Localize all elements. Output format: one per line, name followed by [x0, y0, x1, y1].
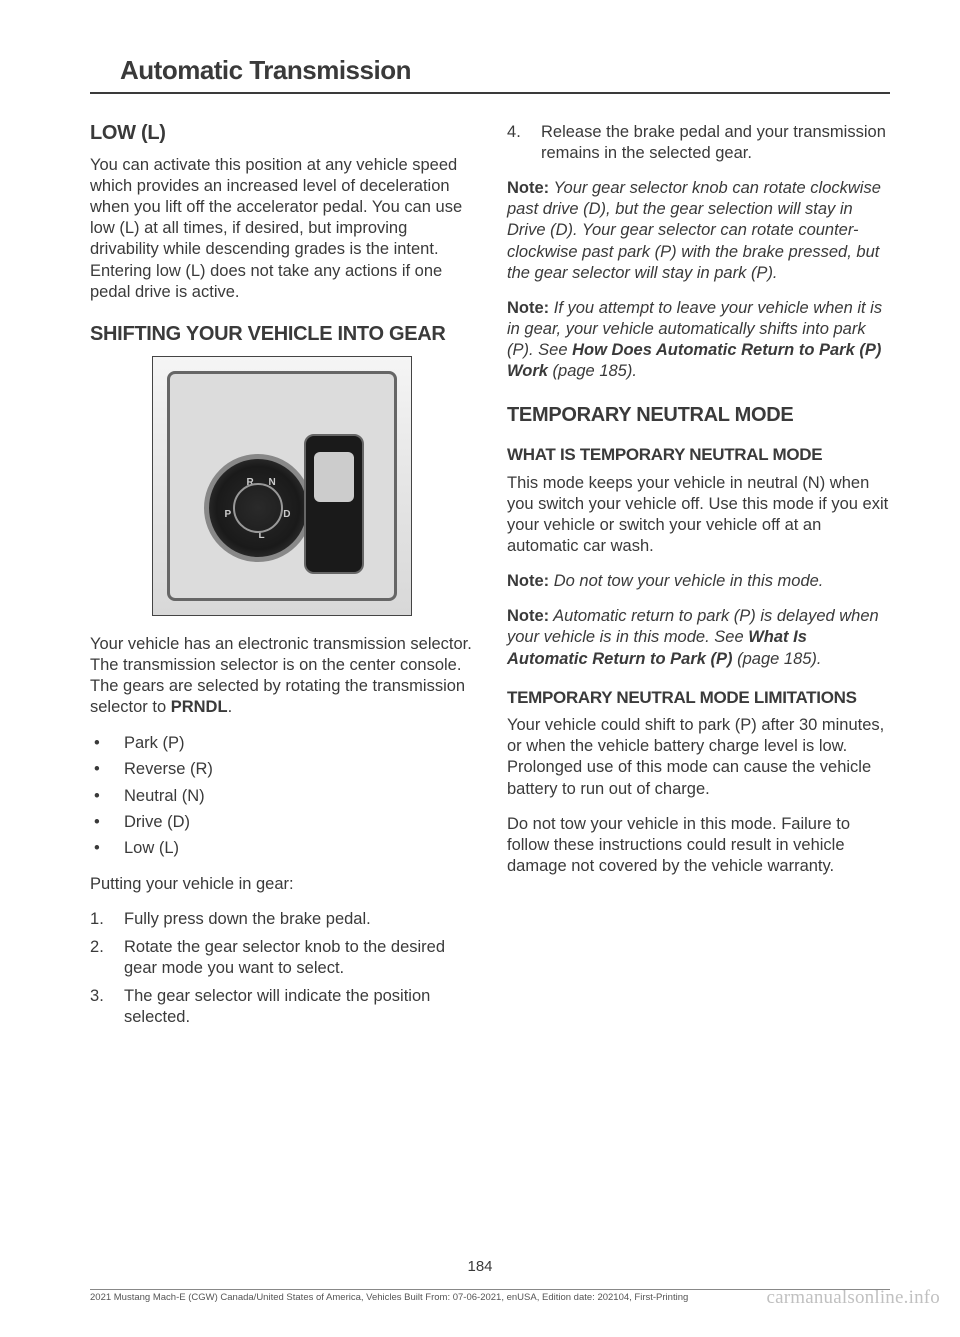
list-item: Rotate the gear selector knob to the des… [90, 937, 473, 979]
note-label: Note: [507, 179, 549, 197]
watermark: carmanualsonline.info [766, 1287, 940, 1309]
note-body-pre: Automatic return to park (P) is delayed … [507, 607, 879, 646]
what-is-heading: WHAT IS TEMPORARY NEUTRAL MODE [507, 445, 890, 465]
gear-steps-list: Fully press down the brake pedal. Rotate… [90, 909, 473, 1029]
list-item: The gear selector will indicate the posi… [90, 986, 473, 1028]
gear-selector-figure: P R N D L [152, 356, 412, 616]
gear-list: Park (P) Reverse (R) Neutral (N) Drive (… [90, 732, 473, 859]
list-item: Fully press down the brake pedal. [90, 909, 473, 930]
dial-p-label: P [225, 509, 232, 520]
putting-in-gear-label: Putting your vehicle in gear: [90, 874, 473, 895]
note-body-post: (page 185). [548, 362, 637, 380]
right-column: Release the brake pedal and your transmi… [507, 122, 890, 1042]
figure-panel: P R N D L [167, 371, 397, 601]
selector-description: Your vehicle has an electronic transmiss… [90, 634, 473, 718]
page-number: 184 [0, 1258, 960, 1275]
note-label: Note: [507, 572, 549, 590]
chapter-header: Automatic Transmission [90, 55, 890, 94]
brake-switch-icon [304, 434, 364, 574]
selector-desc-post: . [228, 698, 233, 716]
what-is-body: This mode keeps your vehicle in neutral … [507, 473, 890, 557]
content-columns: LOW (L) You can activate this position a… [90, 122, 890, 1042]
manual-page: Automatic Transmission LOW (L) You can a… [0, 0, 960, 1042]
list-item: Neutral (N) [90, 785, 473, 807]
low-l-heading: LOW (L) [90, 122, 473, 145]
dial-center-icon [233, 483, 283, 533]
list-item: Low (L) [90, 837, 473, 859]
limitations-heading: TEMPORARY NEUTRAL MODE LIMITATIONS [507, 688, 890, 708]
note-gear-rotation: Note: Your gear selector knob can rotate… [507, 178, 890, 284]
gear-steps-continued: Release the brake pedal and your transmi… [507, 122, 890, 164]
prndl-label: PRNDL [171, 698, 228, 716]
list-item: Release the brake pedal and your transmi… [507, 122, 890, 164]
note-body: Your gear selector knob can rotate clock… [507, 179, 881, 281]
list-item: Park (P) [90, 732, 473, 754]
note-label: Note: [507, 299, 549, 317]
low-l-body: You can activate this position at any ve… [90, 155, 473, 303]
note-no-tow: Note: Do not tow your vehicle in this mo… [507, 571, 890, 592]
limitations-body-1: Your vehicle could shift to park (P) aft… [507, 715, 890, 799]
note-body-post: (page 185). [733, 650, 822, 668]
note-label: Note: [507, 607, 549, 625]
chapter-title: Automatic Transmission [90, 55, 890, 86]
selector-desc-pre: Your vehicle has an electronic transmiss… [90, 635, 472, 716]
limitations-body-2: Do not tow your vehicle in this mode. Fa… [507, 814, 890, 877]
note-body: Do not tow your vehicle in this mode. [549, 572, 823, 590]
left-column: LOW (L) You can activate this position a… [90, 122, 473, 1042]
dial-d-label: D [283, 509, 290, 520]
list-item: Drive (D) [90, 811, 473, 833]
list-item: Reverse (R) [90, 758, 473, 780]
temporary-neutral-heading: TEMPORARY NEUTRAL MODE [507, 404, 890, 427]
rotary-dial-icon: P R N D L [204, 454, 312, 562]
note-return-park-delayed: Note: Automatic return to park (P) is de… [507, 606, 890, 669]
note-leave-vehicle: Note: If you attempt to leave your vehic… [507, 298, 890, 382]
shifting-heading: SHIFTING YOUR VEHICLE INTO GEAR [90, 323, 473, 346]
